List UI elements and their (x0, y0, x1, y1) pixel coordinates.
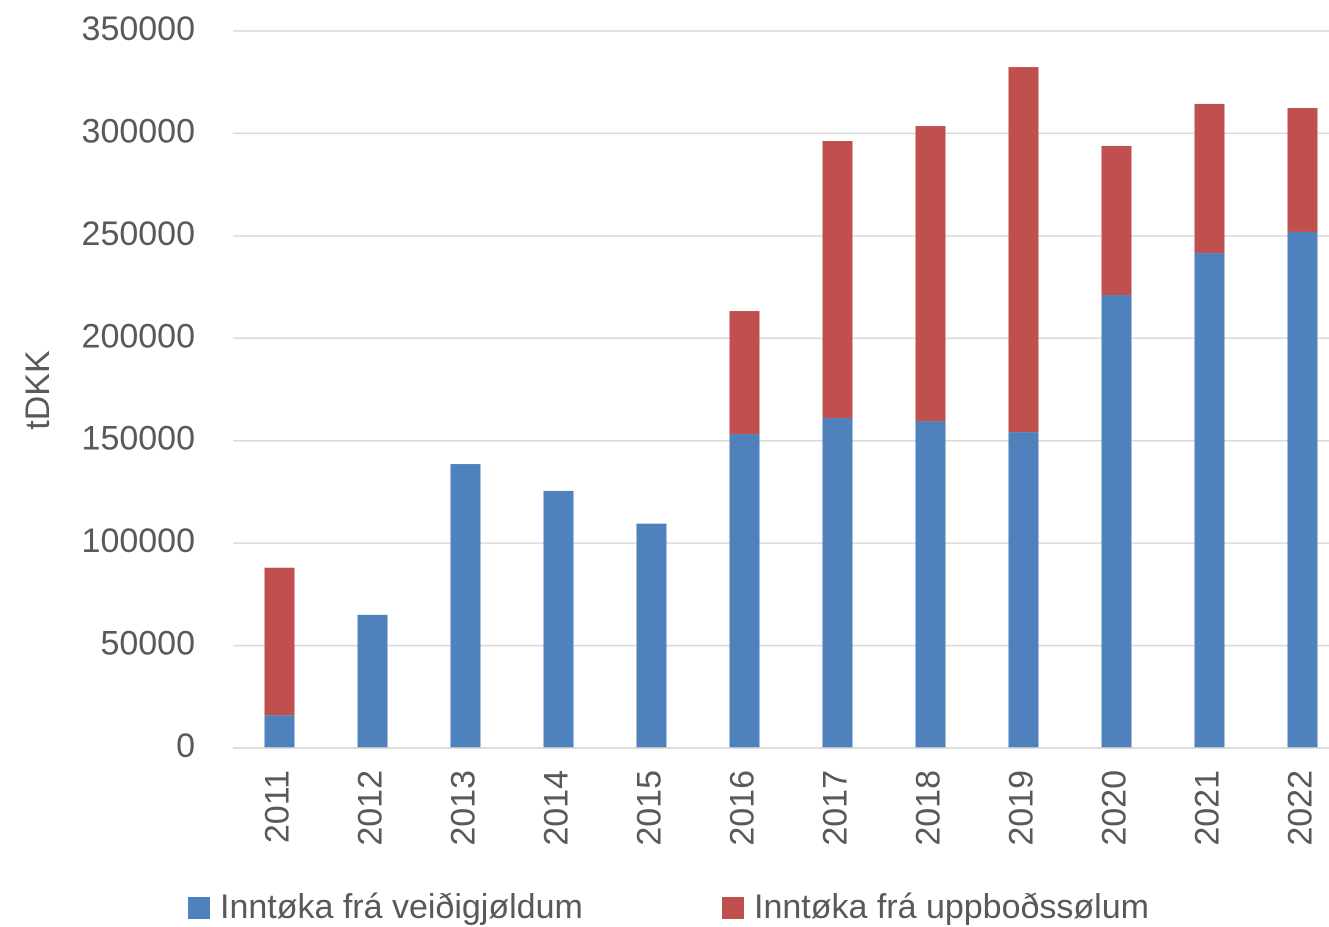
bar-segment (915, 126, 946, 422)
legend-swatch (188, 897, 210, 919)
x-tick-label: 2014 (537, 770, 575, 846)
bar-segment (450, 464, 481, 748)
bar-segment (822, 417, 853, 748)
x-tick-label: 2011 (258, 770, 296, 843)
bar-segment (543, 490, 574, 748)
legend-label: Inntøka frá uppboðssølum (754, 888, 1149, 926)
y-tick-label: 100000 (82, 522, 195, 560)
bar-segment (1101, 295, 1132, 748)
bar-segment (1008, 67, 1039, 433)
legend-swatch (722, 897, 744, 919)
x-tick-label: 2019 (1002, 770, 1040, 846)
bar-segment (729, 433, 760, 748)
y-axis-title: tDKK (19, 350, 57, 430)
bar-segment (915, 421, 946, 748)
y-tick-label: 150000 (82, 420, 195, 458)
y-tick-label: 200000 (82, 317, 195, 355)
x-tick-label: 2017 (816, 770, 854, 846)
x-tick-label: 2021 (1188, 770, 1226, 846)
y-tick-label: 250000 (82, 215, 195, 253)
y-tick-label: 50000 (100, 625, 195, 663)
y-tick-label: 0 (176, 727, 195, 765)
x-tick-label: 2016 (723, 770, 761, 846)
x-tick-label: 2013 (444, 770, 482, 846)
bar-segment (1008, 432, 1039, 748)
bar-segment (1101, 145, 1132, 296)
bar-segment (1287, 108, 1318, 232)
bar-segment (822, 141, 853, 418)
y-tick-label: 350000 (82, 10, 195, 48)
x-tick-label: 2020 (1095, 770, 1133, 846)
bar-segment (264, 567, 295, 716)
y-tick-label: 300000 (82, 112, 195, 150)
x-tick-label: 2022 (1281, 770, 1319, 846)
x-tick-label: 2015 (630, 770, 668, 846)
bar-segment (1194, 103, 1225, 254)
x-tick-label: 2018 (909, 770, 947, 846)
bar-segment (357, 614, 388, 748)
legend-label: Inntøka frá veiðigjøldum (220, 888, 583, 926)
x-tick-label: 2012 (351, 770, 389, 846)
bar-segment (264, 715, 295, 748)
bar-segment (729, 311, 760, 434)
bar-segment (1194, 253, 1225, 749)
bar-segment (636, 523, 667, 748)
bar-segment (1287, 231, 1318, 749)
